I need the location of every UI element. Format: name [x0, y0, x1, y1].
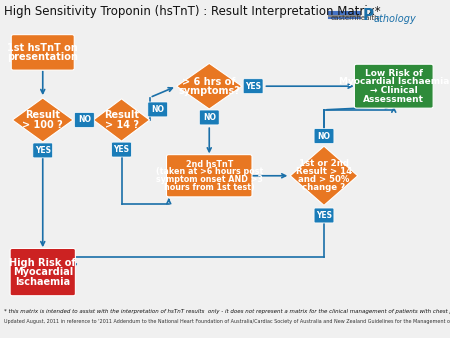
Text: Myocardial: Myocardial	[13, 267, 73, 277]
FancyBboxPatch shape	[10, 248, 76, 296]
Text: > 14 ?: > 14 ?	[104, 120, 139, 129]
Text: → Clinical: → Clinical	[370, 86, 418, 95]
FancyBboxPatch shape	[166, 155, 252, 197]
Text: > 6 hrs of: > 6 hrs of	[183, 77, 236, 87]
Text: Result > 14: Result > 14	[296, 167, 352, 176]
Text: YES: YES	[316, 211, 332, 220]
Text: Assessment: Assessment	[363, 95, 424, 104]
Text: presentation: presentation	[7, 52, 78, 62]
Text: change ?: change ?	[302, 183, 346, 192]
Text: Myocardial Ischaemia: Myocardial Ischaemia	[338, 77, 449, 86]
Text: * this matrix is intended to assist with the interpretation of hsTnT results  on: * this matrix is intended to assist with…	[4, 309, 450, 314]
Text: hours from 1st test): hours from 1st test)	[164, 183, 255, 192]
FancyBboxPatch shape	[355, 64, 433, 108]
Text: easternhealth: easternhealth	[331, 15, 379, 21]
FancyBboxPatch shape	[33, 143, 53, 158]
Text: athology: athology	[374, 14, 416, 24]
Polygon shape	[12, 98, 73, 142]
Polygon shape	[94, 99, 149, 141]
FancyBboxPatch shape	[75, 113, 94, 127]
Text: NO: NO	[151, 105, 164, 114]
Polygon shape	[290, 146, 358, 206]
FancyBboxPatch shape	[199, 110, 219, 125]
Text: NO: NO	[318, 131, 330, 141]
Text: NO: NO	[203, 113, 216, 122]
FancyBboxPatch shape	[148, 102, 167, 117]
Text: High Risk of: High Risk of	[9, 258, 76, 268]
Text: Result: Result	[104, 111, 139, 120]
Text: High Sensitivity Troponin (hsTnT) : Result Interpretation Matrix*: High Sensitivity Troponin (hsTnT) : Resu…	[4, 5, 381, 18]
Text: Ischaemia: Ischaemia	[15, 276, 70, 287]
FancyBboxPatch shape	[314, 208, 334, 223]
Text: symptom onset AND >3: symptom onset AND >3	[156, 175, 263, 184]
FancyBboxPatch shape	[11, 35, 74, 70]
Polygon shape	[176, 64, 242, 109]
Text: 1st hsTnT on: 1st hsTnT on	[7, 43, 78, 53]
Text: P: P	[362, 8, 373, 23]
Text: 1st or 2nd: 1st or 2nd	[299, 159, 349, 168]
Text: YES: YES	[245, 82, 261, 91]
Text: symptoms?: symptoms?	[178, 86, 240, 96]
Text: 2nd hsTnT: 2nd hsTnT	[185, 160, 233, 169]
FancyBboxPatch shape	[112, 142, 131, 157]
Text: and > 50%: and > 50%	[298, 175, 350, 184]
Text: YES: YES	[35, 146, 51, 155]
Text: YES: YES	[113, 145, 130, 154]
Text: Low Risk of: Low Risk of	[365, 69, 423, 77]
FancyBboxPatch shape	[243, 79, 263, 94]
Text: Result: Result	[25, 111, 60, 120]
Text: NO: NO	[78, 116, 91, 124]
Text: > 100 ?: > 100 ?	[22, 120, 63, 129]
FancyBboxPatch shape	[314, 128, 334, 143]
Text: (taken at >6 hours post: (taken at >6 hours post	[156, 167, 263, 176]
Text: Updated August, 2011 in reference to '2011 Addendum to the National Heart Founda: Updated August, 2011 in reference to '20…	[4, 319, 450, 324]
